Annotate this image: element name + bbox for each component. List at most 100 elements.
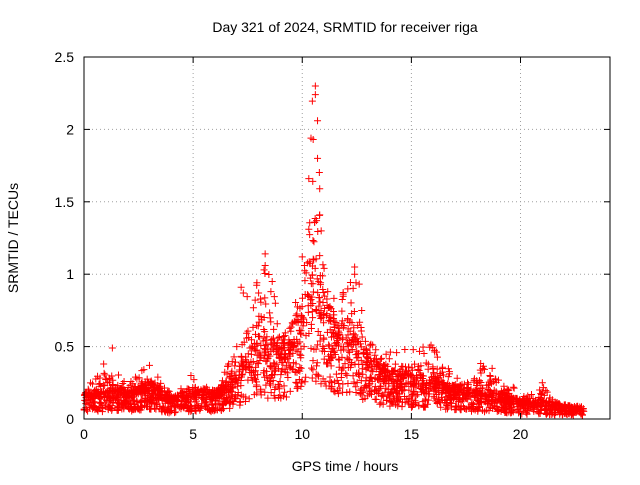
data-point	[422, 383, 430, 391]
data-point	[151, 404, 159, 412]
data-point	[260, 334, 268, 342]
data-point	[308, 271, 316, 279]
data-point	[281, 365, 289, 373]
data-point	[248, 369, 256, 377]
data-point	[423, 400, 431, 408]
x-tick-label: 0	[80, 426, 88, 442]
data-point	[317, 279, 325, 287]
data-point	[231, 394, 239, 402]
data-point	[312, 370, 320, 378]
data-point	[551, 401, 559, 409]
data-point	[280, 332, 288, 340]
data-point	[256, 356, 264, 364]
data-point	[323, 295, 331, 303]
data-point	[346, 388, 354, 396]
data-point	[448, 381, 456, 389]
data-point	[212, 392, 220, 400]
data-point	[385, 355, 393, 363]
data-point	[321, 378, 329, 386]
data-point	[241, 397, 249, 405]
data-point	[316, 211, 324, 219]
data-point	[300, 343, 308, 351]
data-point	[390, 393, 398, 401]
data-point	[135, 405, 143, 413]
data-point	[224, 362, 232, 370]
data-point	[218, 401, 226, 409]
data-point	[498, 389, 506, 397]
data-point	[245, 395, 253, 403]
data-point	[478, 406, 486, 414]
data-point	[477, 369, 485, 377]
data-point	[314, 154, 322, 162]
data-point	[415, 347, 423, 355]
data-point	[314, 117, 322, 125]
data-point	[257, 298, 265, 306]
data-point	[338, 320, 346, 328]
data-point	[140, 366, 148, 374]
data-point	[249, 323, 257, 331]
data-point	[299, 322, 307, 330]
data-point	[418, 386, 426, 394]
data-point	[343, 340, 351, 348]
data-point	[85, 387, 93, 395]
data-point	[292, 360, 300, 368]
data-point	[497, 407, 505, 415]
data-point	[320, 319, 328, 327]
data-point	[571, 407, 579, 415]
data-point	[438, 365, 446, 373]
data-point	[488, 364, 496, 372]
axis-ticks: 0 5 10 15 20 0 0.5 1 1.5 2 2.5	[55, 49, 610, 442]
data-point	[199, 385, 207, 393]
data-point	[414, 365, 422, 373]
data-point	[344, 315, 352, 323]
data-point	[486, 404, 494, 412]
data-point	[325, 341, 333, 349]
data-point	[388, 398, 396, 406]
x-tick-label: 5	[189, 426, 197, 442]
data-point	[166, 393, 174, 401]
data-point	[365, 384, 373, 392]
data-point	[267, 339, 275, 347]
data-point	[254, 371, 262, 379]
data-point	[164, 397, 172, 405]
x-tick-label: 10	[294, 426, 310, 442]
data-point	[294, 384, 302, 392]
data-point	[332, 319, 340, 327]
data-point	[285, 359, 293, 367]
data-point	[318, 314, 326, 322]
data-point	[268, 278, 276, 286]
data-point	[487, 397, 495, 405]
data-point	[236, 398, 244, 406]
data-point	[240, 338, 248, 346]
data-point	[268, 371, 276, 379]
data-point	[455, 403, 463, 411]
y-axis-label: SRMTID / TECUs	[5, 183, 21, 293]
data-point	[537, 391, 545, 399]
data-point	[307, 320, 315, 328]
data-point	[227, 369, 235, 377]
data-point	[320, 264, 328, 272]
data-point	[292, 346, 300, 354]
data-point	[292, 299, 300, 307]
data-point	[302, 332, 310, 340]
data-point	[261, 328, 269, 336]
data-point	[376, 400, 384, 408]
data-point	[571, 408, 579, 416]
data-point	[100, 369, 108, 377]
data-point	[143, 375, 151, 383]
data-point	[524, 406, 532, 414]
data-point	[314, 341, 322, 349]
data-point	[234, 382, 242, 390]
data-point	[395, 398, 403, 406]
data-point	[314, 328, 322, 336]
data-point	[443, 393, 451, 401]
data-point	[349, 284, 357, 292]
data-point	[352, 383, 360, 391]
data-point	[250, 339, 258, 347]
data-point	[552, 408, 560, 416]
data-point	[308, 293, 316, 301]
data-point	[415, 401, 423, 409]
data-point	[269, 344, 277, 352]
data-point	[382, 369, 390, 377]
data-point	[332, 370, 340, 378]
